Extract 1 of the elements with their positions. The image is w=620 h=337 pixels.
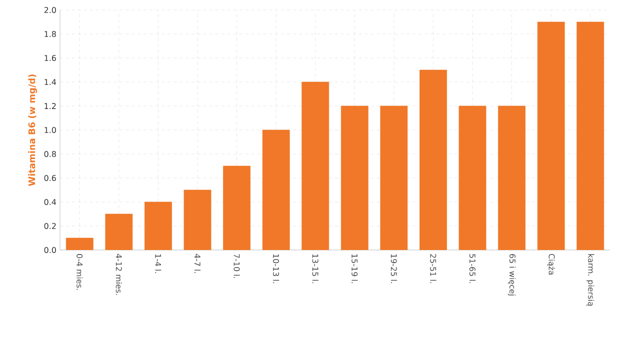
y-axis-title: Witamina B6 (w mg/d) xyxy=(28,74,37,186)
